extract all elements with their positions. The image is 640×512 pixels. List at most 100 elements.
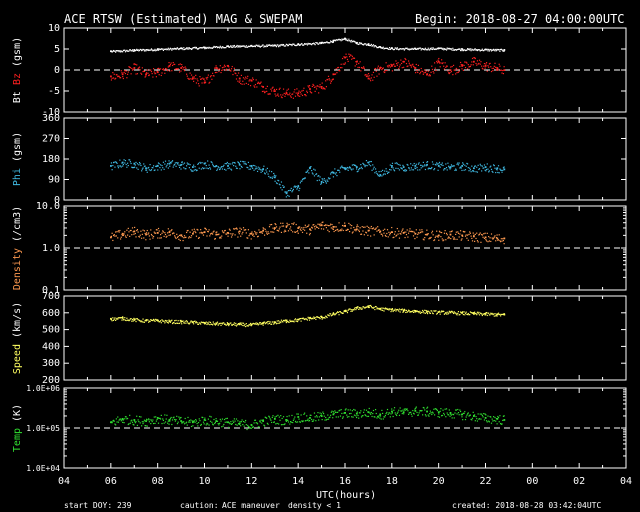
data-point [117, 165, 119, 167]
data-point [300, 229, 302, 232]
data-point [252, 233, 254, 235]
data-point [491, 418, 493, 420]
data-point [390, 310, 392, 313]
data-point [424, 69, 426, 71]
data-point [501, 49, 503, 51]
data-point [302, 44, 304, 46]
data-point [139, 48, 141, 51]
data-point [235, 227, 238, 229]
data-point [401, 48, 403, 50]
data-point [398, 66, 401, 68]
data-point [324, 42, 326, 44]
data-point [414, 67, 417, 69]
data-point [292, 320, 294, 322]
data-point [412, 164, 414, 166]
data-point [122, 76, 124, 78]
data-point [207, 323, 209, 325]
data-point [152, 319, 154, 322]
data-point [471, 240, 474, 242]
data-point [190, 169, 192, 171]
data-point [410, 48, 413, 50]
data-point [200, 424, 202, 426]
data-point [149, 238, 151, 240]
data-point [414, 238, 416, 240]
data-point [274, 223, 276, 225]
data-point [168, 319, 170, 321]
data-point [118, 165, 120, 167]
data-point [294, 318, 297, 320]
data-point [437, 411, 440, 414]
data-point [338, 38, 340, 40]
data-point [488, 171, 490, 173]
data-point [439, 410, 441, 412]
data-point [436, 230, 438, 232]
data-point [403, 408, 405, 410]
data-point [244, 229, 246, 231]
data-point [334, 410, 336, 412]
data-point [160, 169, 162, 171]
data-point [238, 46, 240, 48]
data-point [212, 164, 214, 167]
data-point [334, 313, 337, 315]
data-point [205, 164, 207, 167]
data-point [485, 168, 488, 171]
data-point [174, 47, 176, 50]
data-point [373, 306, 375, 308]
data-point [197, 163, 199, 165]
data-point [418, 312, 420, 314]
data-point [175, 68, 177, 70]
data-point [136, 229, 138, 232]
data-point [323, 87, 325, 90]
data-point [199, 76, 201, 78]
data-point [330, 173, 332, 175]
data-point [258, 44, 260, 46]
data-point [371, 169, 373, 171]
data-point [299, 187, 301, 190]
data-point [281, 320, 283, 323]
data-point [339, 70, 341, 72]
data-point [427, 310, 429, 312]
data-point [408, 412, 410, 414]
data-point [316, 316, 318, 318]
data-point [229, 423, 231, 425]
data-point [473, 313, 475, 316]
data-point [252, 234, 254, 236]
data-point [242, 80, 244, 82]
data-point [228, 46, 231, 48]
data-point [326, 78, 328, 81]
data-point [335, 68, 337, 70]
data-point [387, 48, 389, 50]
data-point [195, 231, 197, 234]
data-point [236, 324, 238, 326]
data-point [496, 423, 498, 425]
data-point [431, 48, 434, 51]
data-point [175, 419, 177, 421]
data-point [254, 419, 257, 421]
data-point [166, 319, 168, 322]
data-point [209, 76, 212, 78]
data-point [208, 46, 210, 48]
data-point [174, 162, 176, 164]
data-point [122, 316, 124, 318]
data-point [419, 229, 421, 231]
data-point [394, 65, 396, 67]
data-point [276, 94, 278, 96]
data-point [112, 239, 114, 242]
y-tick-label: 180 [42, 154, 60, 165]
data-point [143, 321, 146, 323]
data-point [250, 427, 252, 429]
data-point [183, 235, 186, 237]
data-point [162, 68, 164, 71]
data-point [146, 171, 148, 173]
data-point [431, 411, 434, 413]
y-axis-label-part: (gsm) [12, 37, 23, 73]
data-point [126, 166, 128, 168]
data-point [145, 418, 148, 420]
data-point [245, 419, 247, 422]
data-point [155, 165, 157, 167]
data-point [235, 423, 237, 426]
data-point [405, 231, 407, 233]
data-point [253, 45, 255, 47]
data-point [278, 320, 280, 322]
data-point [483, 50, 485, 52]
